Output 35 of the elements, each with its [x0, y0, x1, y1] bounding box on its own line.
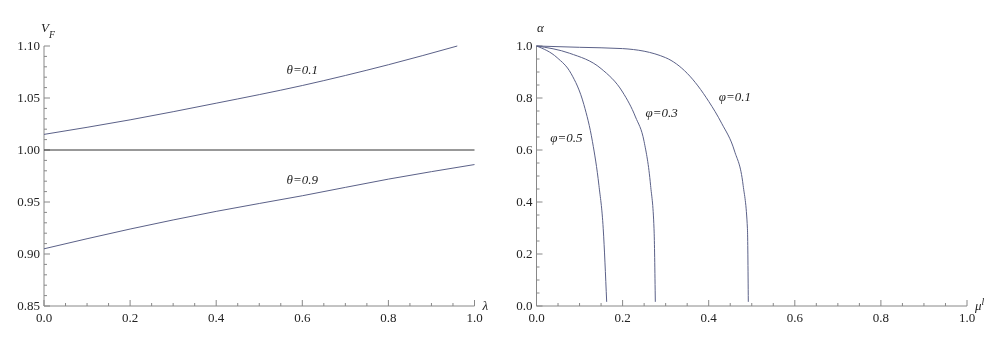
x-tick-label: 0.0	[35, 310, 53, 325]
x-tick-label: 0.2	[121, 310, 139, 325]
x-tick-label: 0.8	[872, 310, 890, 325]
x-axis-title: μ$^{l}$	[974, 295, 985, 313]
x-axis-title: λ	[481, 298, 489, 313]
series-label: φ=0.3	[645, 104, 679, 120]
x-tick-label: 0.6	[294, 310, 311, 325]
y-axis-title: V$_{F}$	[41, 20, 56, 40]
x-tick-label: 0.4	[208, 310, 225, 325]
y-tick-label: 1.10	[17, 38, 40, 53]
y-tick-label: 0.6	[516, 142, 533, 157]
y-tick-label: 1.00	[17, 142, 40, 157]
y-tick-label: 0.85	[17, 298, 40, 313]
x-tick-label: 0.8	[380, 310, 397, 325]
x-tick-label: 0.0	[528, 310, 545, 325]
x-tick-label: 0.4	[700, 310, 718, 325]
y-tick-label: 1.0	[516, 38, 533, 53]
x-tick-label: 0.2	[614, 310, 631, 325]
y-tick-label: 0.4	[516, 194, 533, 209]
y-tick-label: 0.0	[516, 298, 533, 313]
y-tick-label: 0.8	[516, 90, 533, 105]
y-tick-label: 0.2	[516, 246, 533, 261]
x-tick-label: 1.0	[466, 310, 483, 325]
x-tick-label: 0.6	[786, 310, 804, 325]
series-label: φ=0.1	[718, 89, 751, 105]
y-tick-label: 0.95	[17, 194, 40, 209]
y-tick-label: 0.90	[17, 246, 40, 261]
line-series	[43, 164, 475, 250]
x-tick-label: 1.0	[958, 310, 976, 325]
y-axis-title: α	[537, 20, 546, 35]
series-label: θ=0.9	[286, 171, 319, 187]
line-series	[43, 45, 458, 135]
series-label: θ=0.1	[286, 61, 319, 77]
y-tick-label: 1.05	[17, 90, 40, 105]
series-label: φ=0.5	[550, 129, 583, 145]
